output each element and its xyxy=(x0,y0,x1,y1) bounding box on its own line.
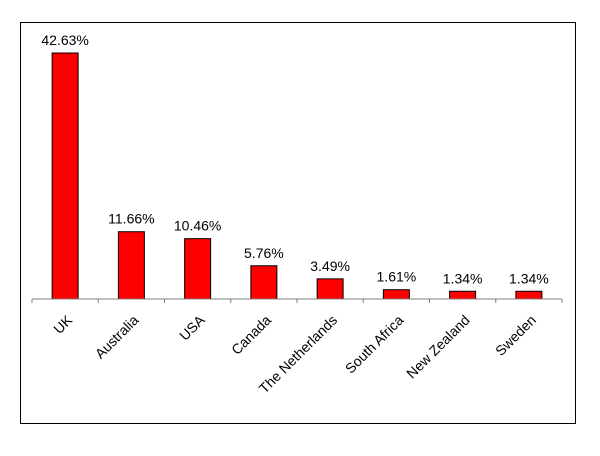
category-label: New Zealand xyxy=(403,312,473,382)
category-label: Canada xyxy=(228,312,274,358)
data-label: 5.76% xyxy=(244,245,284,261)
data-label: 10.46% xyxy=(174,218,221,234)
category-label: South Africa xyxy=(342,312,407,377)
data-label: 1.34% xyxy=(509,270,549,286)
bar-the-netherlands xyxy=(316,278,344,300)
bar-usa xyxy=(184,238,212,300)
bar-canada xyxy=(250,265,278,300)
bar-australia xyxy=(117,231,145,300)
category-label: USA xyxy=(176,311,208,343)
data-label: 1.34% xyxy=(443,270,483,286)
data-label: 11.66% xyxy=(108,211,154,227)
bar-south-africa xyxy=(382,289,410,300)
category-label: Australia xyxy=(92,312,142,362)
chart-border xyxy=(20,22,576,424)
category-label: UK xyxy=(50,311,76,337)
category-label: Sweden xyxy=(492,312,539,359)
data-label: 1.61% xyxy=(377,269,417,285)
data-label: 42.63% xyxy=(41,32,88,48)
data-label: 3.49% xyxy=(310,258,350,274)
bar-sweden xyxy=(515,290,543,300)
bar-new-zealand xyxy=(449,290,477,300)
bar-uk xyxy=(51,52,79,300)
